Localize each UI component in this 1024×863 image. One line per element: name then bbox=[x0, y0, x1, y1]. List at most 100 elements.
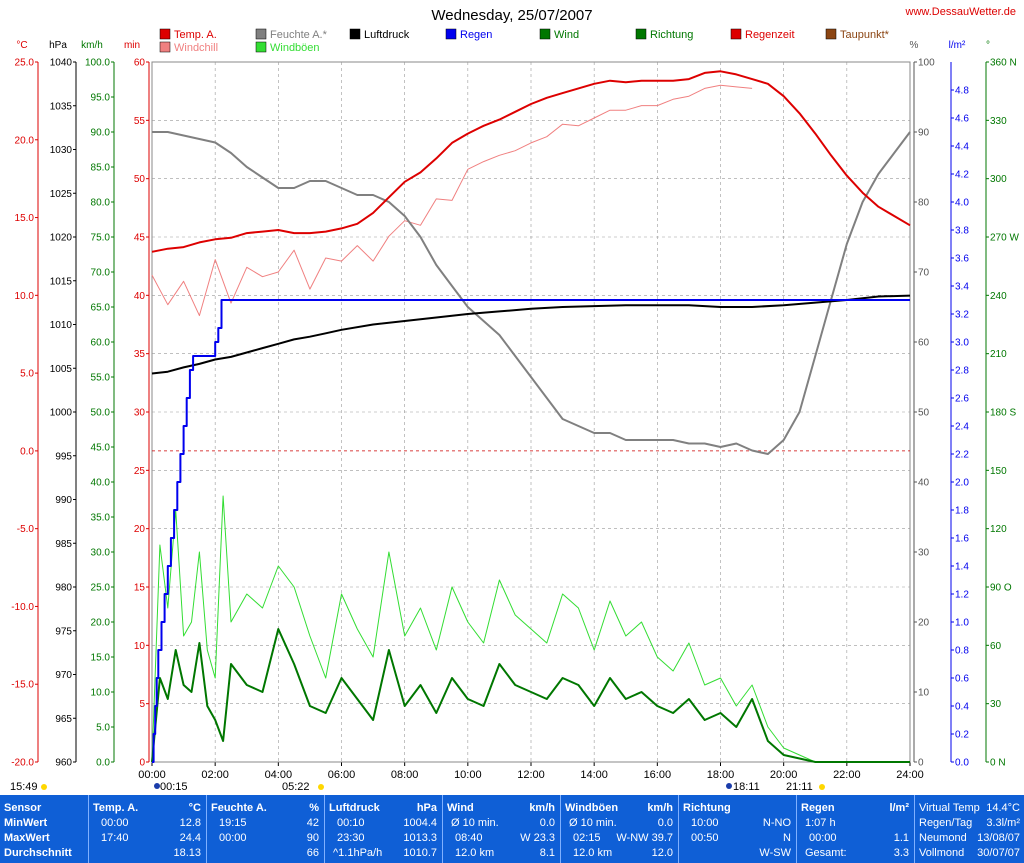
x-tick-label: 18:00 bbox=[707, 769, 735, 781]
rain-axis-tick-label: 3.6 bbox=[955, 254, 969, 265]
hum-axis-tick-label: 80 bbox=[918, 198, 930, 209]
hum-unit: % bbox=[309, 802, 319, 814]
rain-axis-tick-label: 0.6 bbox=[955, 674, 969, 685]
x-tick-label: 14:00 bbox=[580, 769, 608, 781]
dir-avg-value: W-SW bbox=[759, 847, 791, 859]
x-tick-label: 06:00 bbox=[328, 769, 356, 781]
legend-swatch bbox=[255, 41, 267, 53]
temp-min-value: 12.8 bbox=[179, 817, 201, 829]
temp-unit: °C bbox=[188, 802, 201, 814]
hum-axis-tick-label: 20 bbox=[918, 618, 930, 629]
press-axis-tick-label: 1020 bbox=[50, 233, 73, 244]
legend: Temp. A.Windchill Feuchte A.*Windböen Luft… bbox=[159, 28, 890, 54]
rain-axis-tick-label: 1.0 bbox=[955, 618, 969, 629]
temp-avg-value: 18.13 bbox=[173, 847, 201, 859]
dir-axis-tick-label: 300 bbox=[990, 174, 1007, 185]
dir-axis-tick-label: 270 W bbox=[990, 233, 1019, 244]
hum-axis-tick-label: 40 bbox=[918, 478, 930, 489]
marker-label: 00:15 bbox=[160, 781, 188, 793]
x-tick-label: 24:00 bbox=[896, 769, 924, 781]
legend-swatch bbox=[635, 28, 647, 40]
marker-label: 21:11 bbox=[786, 781, 813, 793]
rain-total-value: 3.3 bbox=[893, 847, 909, 859]
sensor-col: Sensor MinWert MaxWert Durchschnitt bbox=[0, 795, 88, 863]
hum-axis-tick-label: 90 bbox=[918, 128, 930, 139]
rain-axis-tick-label: 0.2 bbox=[955, 730, 969, 741]
wind-axis-tick-label: 100.0 bbox=[85, 58, 110, 69]
temp-min-time: 00:00 bbox=[101, 817, 129, 829]
rain-col: Regen l/m² 1:07 h 00:00 1.1 Gesamt: 3.3 bbox=[797, 795, 913, 863]
rain-axis-tick-label: 0.8 bbox=[955, 646, 969, 657]
dir-axis-tick-label: 330 bbox=[990, 116, 1007, 127]
legend-label: Regenzeit bbox=[745, 29, 795, 41]
hum-min-time: 19:15 bbox=[219, 817, 247, 829]
legend-label: Luftdruck bbox=[364, 29, 410, 41]
min-axis-tick-label: 0 bbox=[139, 758, 145, 769]
avg-label: Durchschnitt bbox=[4, 847, 72, 859]
gust-max-time: 02:15 bbox=[573, 832, 601, 844]
press-max-value: 1013.3 bbox=[403, 832, 437, 844]
dir-max-value: N bbox=[783, 832, 791, 844]
hum-axis-tick-label: 60 bbox=[918, 338, 930, 349]
rain-max-time: 00:00 bbox=[809, 832, 837, 844]
marker-label: 15:49 bbox=[10, 781, 38, 793]
rain-total-label: Gesamt: bbox=[805, 847, 847, 859]
site-link[interactable]: www.DessauWetter.de bbox=[905, 6, 1016, 18]
rain-axis-tick-label: 1.2 bbox=[955, 590, 969, 601]
sun-icon bbox=[41, 784, 47, 790]
wind-axis-tick-label: 65.0 bbox=[91, 303, 111, 314]
legend-swatch bbox=[825, 28, 837, 40]
hum-axis-tick-label: 0 bbox=[918, 758, 924, 769]
x-tick-label: 08:00 bbox=[391, 769, 419, 781]
dir-axis-tick-label: 360 N bbox=[990, 58, 1017, 69]
rain-axis-tick-label: 3.0 bbox=[955, 338, 969, 349]
rain-axis-tick-label: 2.4 bbox=[955, 422, 969, 433]
min-axis-tick-label: 25 bbox=[134, 466, 146, 477]
temp-axis-tick-label: 15.0 bbox=[15, 213, 35, 224]
wind-axis-tick-label: 50.0 bbox=[91, 408, 111, 419]
temp-axis-tick-label: -5.0 bbox=[17, 524, 35, 535]
press-axis-tick-label: 995 bbox=[55, 451, 72, 462]
press-col: Luftdruck hPa 00:10 1004.4 23:30 1013.3 ^1.… bbox=[325, 795, 441, 863]
wind-axis-tick-label: 55.0 bbox=[91, 373, 111, 384]
dir-head: Richtung bbox=[683, 802, 731, 814]
wind-axis-tick-label: 15.0 bbox=[91, 653, 111, 664]
legend-label: Windchill bbox=[174, 42, 218, 54]
axis-unit-label: ° bbox=[986, 40, 990, 51]
wind-max-time: 08:40 bbox=[455, 832, 483, 844]
press-axis-tick-label: 1010 bbox=[50, 320, 73, 331]
wind-col: Wind km/h Ø 10 min. 0.0 08:40 W 23.3 12.0 k… bbox=[443, 795, 559, 863]
legend-label: Taupunkt* bbox=[840, 29, 890, 41]
dir-col: Richtung 10:00 N-NO 00:50 N W-SW bbox=[679, 795, 795, 863]
temp-max-time: 17:40 bbox=[101, 832, 129, 844]
x-tick-label: 04:00 bbox=[265, 769, 293, 781]
press-axis-tick-label: 1025 bbox=[50, 189, 73, 200]
legend-swatch bbox=[730, 28, 742, 40]
rain-day-value: 3.3l/m² bbox=[986, 817, 1020, 829]
hum-max-value: 90 bbox=[306, 832, 319, 844]
press-axis-tick-label: 1035 bbox=[50, 101, 73, 112]
temp-axis-tick-label: -10.0 bbox=[11, 602, 34, 613]
press-axis-tick-label: 1040 bbox=[50, 58, 73, 69]
rain-duration: 1:07 h bbox=[805, 817, 836, 829]
dir-axis-tick-label: 150 bbox=[990, 466, 1007, 477]
series-line-windb-en bbox=[151, 495, 910, 763]
moon-icon bbox=[154, 783, 160, 789]
marker-label: 05:22 bbox=[282, 781, 310, 793]
rain-axis-tick-label: 1.8 bbox=[955, 506, 969, 517]
wind-axis-tick-label: 75.0 bbox=[91, 233, 111, 244]
series-line-temp-a bbox=[151, 70, 911, 253]
max-label: MaxWert bbox=[4, 832, 50, 844]
min-axis-tick-label: 30 bbox=[134, 408, 146, 419]
new-moon-value: 13/08/07 bbox=[977, 832, 1020, 844]
rain-axis-tick-label: 2.0 bbox=[955, 478, 969, 489]
min-axis-tick-label: 10 bbox=[134, 641, 146, 652]
min-axis-tick-label: 55 bbox=[134, 116, 146, 127]
dir-axis-tick-label: 240 bbox=[990, 291, 1007, 302]
min-axis-tick-label: 50 bbox=[134, 174, 146, 185]
series-line-regen bbox=[152, 299, 910, 763]
press-avg-value: 1010.7 bbox=[403, 847, 437, 859]
press-axis-tick-label: 970 bbox=[55, 670, 72, 681]
gust-unit: km/h bbox=[647, 802, 673, 814]
sun-moon-markers: 15:49 00:15 05:22 18:11 21:11 bbox=[10, 781, 825, 793]
